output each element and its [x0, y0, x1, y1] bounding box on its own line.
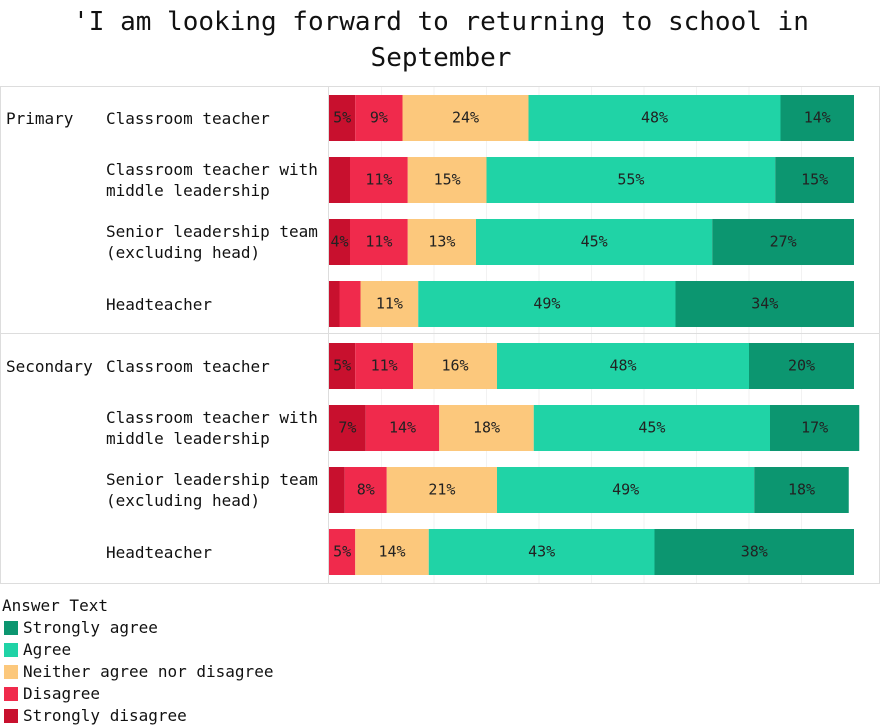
data-label: 45%	[581, 233, 608, 251]
bar-segment	[329, 343, 356, 389]
y-tick-label: Classroom teacher with middle leadership	[106, 160, 318, 200]
y-tick-label: Headteacher	[106, 294, 212, 314]
bar-segment	[749, 343, 854, 389]
bar-segment	[329, 157, 350, 203]
y-tick-label: Senior leadership team (excluding head)	[106, 222, 318, 262]
bar-segment	[486, 157, 776, 203]
data-label: 24%	[452, 109, 479, 127]
data-label: 38%	[741, 543, 768, 561]
bar-segment	[754, 467, 849, 513]
data-label: 5%	[333, 357, 351, 375]
bar-segment	[476, 219, 713, 265]
data-label: 34%	[751, 295, 778, 313]
legend-title: Answer Text	[2, 596, 108, 615]
bar-segment	[355, 95, 403, 141]
legend-swatch	[4, 709, 18, 723]
data-label: 18%	[788, 481, 815, 499]
bar-segment	[350, 157, 408, 203]
data-label: 15%	[801, 171, 828, 189]
data-label: 11%	[376, 295, 403, 313]
data-label: 55%	[617, 171, 644, 189]
data-label: 8%	[357, 481, 375, 499]
y-tick-label: Classroom teacher with middle leadership	[106, 408, 318, 448]
legend-label: Strongly disagree	[23, 706, 187, 725]
data-label: 11%	[365, 233, 392, 251]
legend-swatch	[4, 621, 18, 635]
y-tick-label: Classroom teacher	[106, 108, 270, 128]
bar-segment	[339, 281, 361, 327]
bar-segment	[780, 95, 854, 141]
data-label: 5%	[333, 543, 351, 561]
data-label: 11%	[371, 357, 398, 375]
data-label: 9%	[370, 109, 388, 127]
data-label: 15%	[434, 171, 461, 189]
legend-label: Disagree	[23, 684, 101, 703]
bar-segment	[355, 529, 429, 575]
chart-title: 'I am looking forward to returning to sc…	[73, 7, 809, 73]
bar-segment	[365, 405, 440, 451]
legend-swatch	[4, 643, 18, 657]
chart: 5% 9% 24% 48% 14% 11% 15% 55% 15% 4% 11% 13% 45% 27% 1…	[0, 86, 880, 584]
data-label: 14%	[378, 543, 405, 561]
legend-label: Strongly agree	[23, 618, 158, 637]
bar-segment	[418, 281, 676, 327]
y-tick-label: Headteacher	[106, 542, 212, 562]
data-label: 48%	[609, 357, 636, 375]
data-label: 14%	[389, 419, 416, 437]
bar-segment	[497, 343, 749, 389]
data-label: 7%	[338, 419, 356, 437]
data-label: 48%	[641, 109, 668, 127]
bar-segment	[344, 467, 387, 513]
bar-segment	[329, 405, 366, 451]
y-tick-label: Senior leadership team (excluding head)	[106, 470, 318, 510]
bar-segment	[775, 157, 854, 203]
bar-segment	[329, 467, 345, 513]
legend-label: Neither agree nor disagree	[23, 662, 274, 681]
data-label: 13%	[428, 233, 455, 251]
bar-segment	[654, 529, 854, 575]
bar-segment	[402, 95, 529, 141]
data-label: 49%	[533, 295, 560, 313]
legend-swatch	[4, 665, 18, 679]
data-label: 14%	[804, 109, 831, 127]
bar-segment	[360, 281, 419, 327]
data-label: 5%	[333, 109, 351, 127]
plot-frame	[0, 86, 880, 584]
data-label: 17%	[801, 419, 828, 437]
legend-label: Agree	[23, 640, 72, 659]
bar-segment	[528, 95, 781, 141]
bar-segment	[407, 219, 476, 265]
bar-segment	[329, 95, 356, 141]
data-label: 21%	[428, 481, 455, 499]
bar-segment	[675, 281, 854, 327]
data-label: 43%	[528, 543, 555, 561]
bar-segment	[350, 219, 408, 265]
data-label: 11%	[365, 171, 392, 189]
legend-swatch	[4, 687, 18, 701]
data-label: 49%	[612, 481, 639, 499]
data-label: 16%	[441, 357, 468, 375]
data-label: 45%	[638, 419, 665, 437]
data-label: 20%	[788, 357, 815, 375]
bar-segment	[712, 219, 854, 265]
bar-segment	[355, 343, 413, 389]
bar-segment	[770, 405, 860, 451]
bar-segment	[533, 405, 770, 451]
bar-segment	[497, 467, 755, 513]
bar-segment	[439, 405, 534, 451]
bar-segment	[329, 281, 340, 327]
y-tick-label: Classroom teacher	[106, 356, 270, 376]
data-label: 18%	[473, 419, 500, 437]
bar-segment	[329, 219, 350, 265]
bar-segment	[413, 343, 497, 389]
group-label: Primary	[6, 109, 74, 128]
group-label: Secondary	[6, 357, 93, 376]
bar-segment	[386, 467, 497, 513]
data-label: 4%	[330, 233, 348, 251]
bar-segment	[407, 157, 487, 203]
data-label: 27%	[770, 233, 797, 251]
bar-segment	[428, 529, 655, 575]
bar-segment	[329, 529, 356, 575]
